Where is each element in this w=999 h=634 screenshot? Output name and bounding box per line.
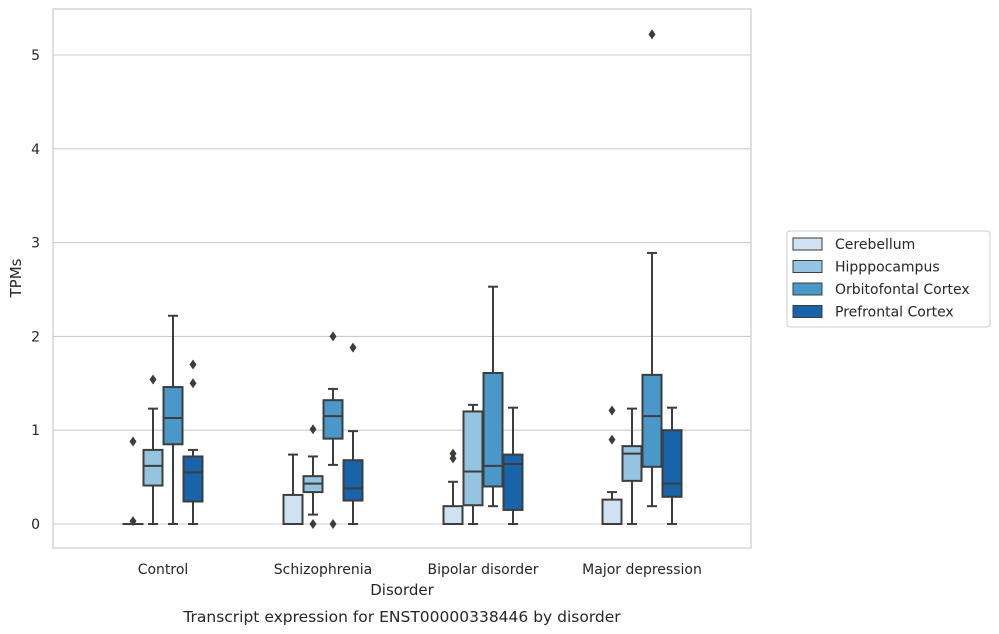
legend-swatch [792,282,823,296]
x-axis-title: Disorder [370,581,434,599]
legend-swatch [792,260,823,273]
outlier-point [349,342,357,353]
box-cerebellum-2 [442,448,464,526]
box-orbitofontal-cortex-2 [482,285,504,508]
box-iqr [502,453,524,511]
box-orbitofontal-cortex-3 [641,29,663,508]
x-tick-label: Major depression [582,562,702,578]
plot-frame [52,8,752,549]
box-orbitofontal-cortex-1 [322,331,344,529]
y-tick-labels: 0 1 2 3 4 5 [31,48,40,533]
legend-frame [786,230,991,328]
box-iqr [142,448,164,487]
y-tick-label: 1 [31,423,40,439]
outlier-point [329,331,337,342]
box-groups [122,29,683,529]
legend: Cerebellum Hipppocampus Orbitofontal Corte… [786,230,991,328]
y-tick-label: 0 [31,517,40,533]
outlier-point [189,378,197,389]
outlier-point [648,29,656,40]
x-tick-label: Bipolar disorder [427,562,538,578]
outlier-point [149,374,157,385]
box-prefrontal-cortex-2 [502,406,524,525]
outlier-point [309,424,317,435]
outlier-point [129,436,137,447]
box-iqr [482,371,504,488]
box-hipppocampus-2 [462,403,484,525]
box-orbitofontal-cortex-0 [162,314,184,525]
legend-swatch [792,305,823,318]
box-prefrontal-cortex-3 [661,406,683,525]
outlier-point [449,448,457,459]
legend-label: Cerebellum [835,237,915,253]
box-prefrontal-cortex-1 [342,342,364,525]
box-iqr [462,410,484,507]
legend-label: Hipppocampus [835,260,940,276]
y-axis-title: TPMs [7,258,25,298]
legend-swatch [792,237,823,251]
legend-label: Prefrontal Cortex [835,305,954,321]
box-iqr [182,455,204,503]
y-tick-label: 2 [31,329,40,345]
outlier-point [608,405,616,416]
outlier-point [309,519,317,529]
outlier-point [189,359,197,370]
box-iqr [322,399,344,440]
outlier-point [129,516,137,527]
outlier-point [329,519,337,529]
legend-label: Orbitofontal Cortex [835,282,970,298]
box-prefrontal-cortex-0 [182,359,204,525]
box-iqr [601,498,623,525]
box-iqr [661,429,683,498]
box-hipppocampus-0 [142,374,164,525]
box-iqr [342,459,364,502]
box-cerebellum-0 [122,436,144,527]
y-tick-label: 5 [31,48,40,64]
box-iqr [162,386,184,446]
box-hipppocampus-1 [302,424,324,529]
x-tick-label: Schizophrenia [274,562,372,578]
box-cerebellum-1 [282,453,304,525]
x-tick-label: Control [138,562,189,578]
box-iqr [282,493,304,525]
box-cerebellum-3 [601,405,623,525]
chart-caption: Transcript expression for ENST0000033844… [182,608,621,626]
x-tick-labels: Control Schizophrenia Bipolar disorder Majo… [138,562,702,578]
outlier-point [608,434,616,445]
box-iqr [621,445,643,482]
y-tick-label: 4 [31,142,40,158]
box-iqr [641,373,663,468]
box-iqr [442,505,464,526]
y-tick-label: 3 [31,236,40,252]
